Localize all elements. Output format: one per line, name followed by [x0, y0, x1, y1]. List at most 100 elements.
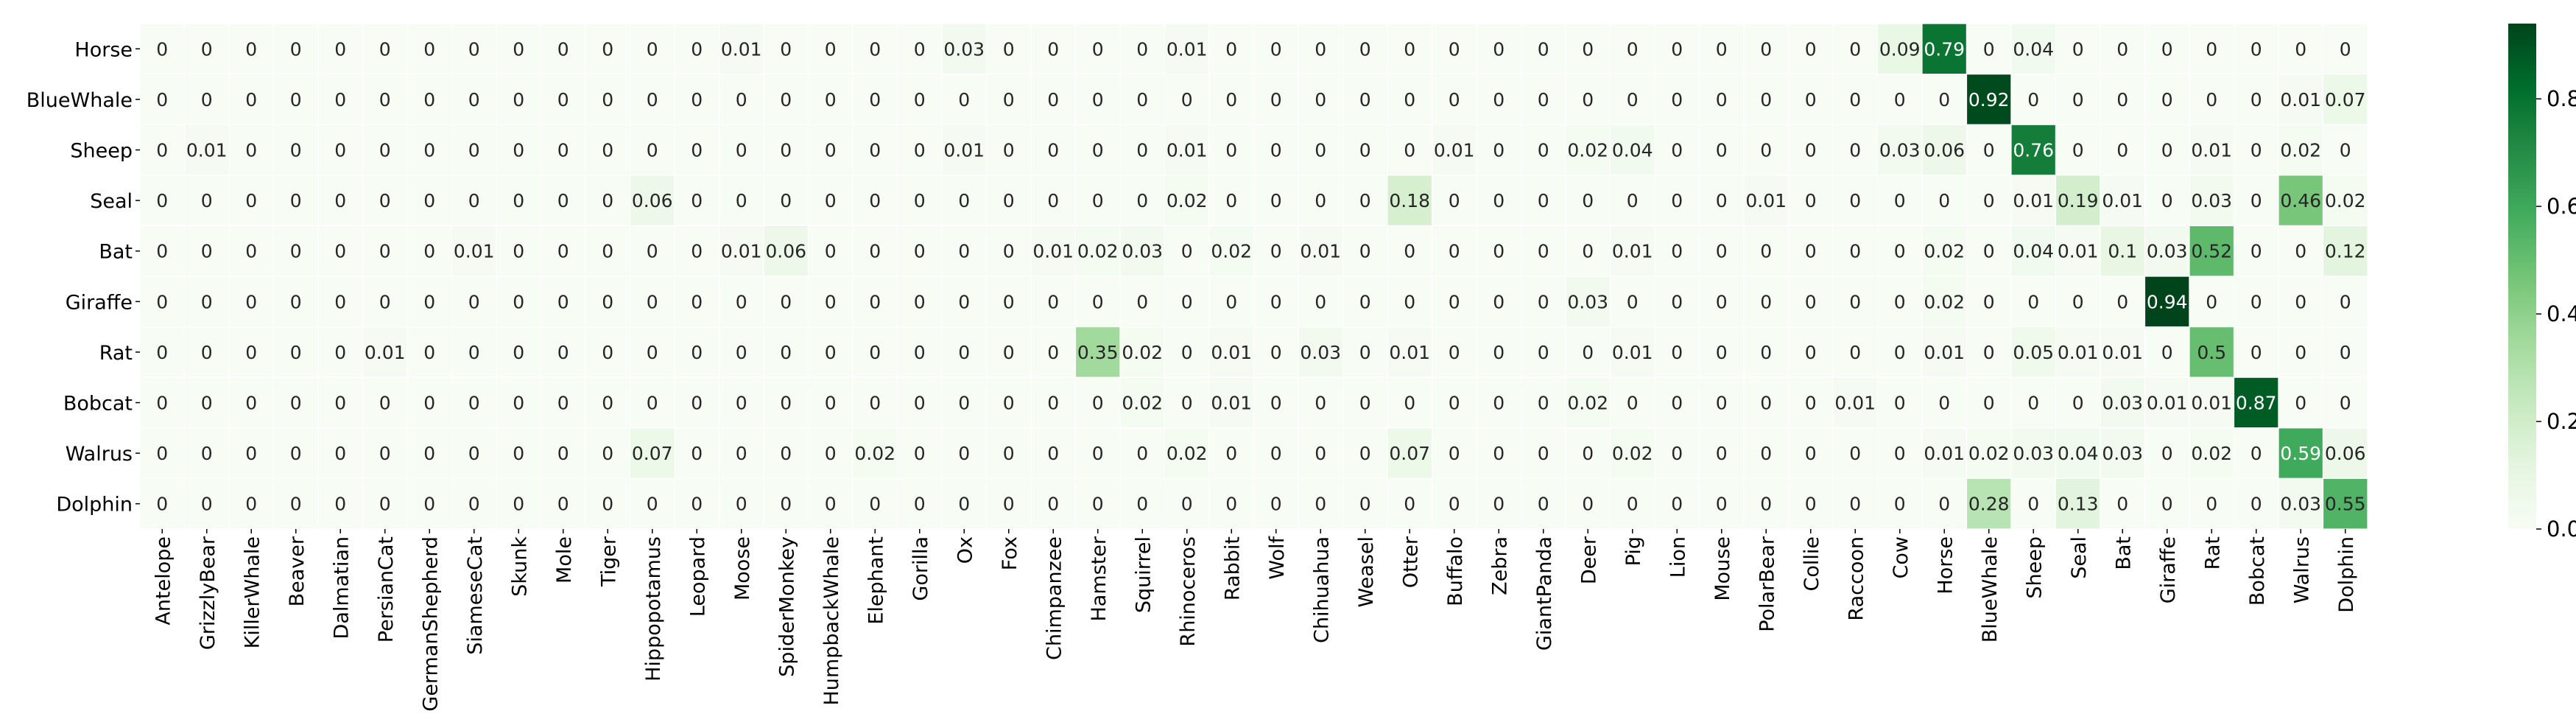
cell-value-label: 0 [156, 140, 168, 161]
heatmap-cell [1342, 175, 1388, 227]
column-label: Buffalo [1444, 536, 1467, 606]
cell-value-label: 0 [1225, 140, 1237, 161]
cell-value-label: 0.07 [2325, 89, 2366, 111]
cell-value-label: 0 [914, 393, 926, 414]
row-label: Rat [99, 342, 133, 365]
cell-value-label: 0 [2295, 342, 2306, 363]
heatmap-cell [1654, 477, 1700, 530]
heatmap-cell [674, 376, 720, 429]
heatmap-cell [540, 124, 586, 176]
cell-value-label: 0 [647, 342, 658, 363]
cell-value-label: 0 [1047, 393, 1059, 414]
heatmap-cell [2233, 23, 2279, 75]
cell-value-label: 0.01 [2058, 241, 2099, 262]
cell-value-label: 0 [1627, 89, 1639, 111]
cell-value-label: 0 [1047, 494, 1059, 515]
heatmap-cell [540, 175, 586, 227]
heatmap-cell [941, 23, 988, 75]
cell-value-label: 0 [334, 342, 346, 363]
column-label: PersianCat [375, 536, 398, 642]
cell-value-label: 0 [1270, 494, 1282, 515]
heatmap-cell [718, 276, 764, 328]
heatmap-cell [1208, 175, 1255, 227]
heatmap-cell [1074, 175, 1121, 227]
heatmap-cell [1387, 23, 1433, 75]
heatmap-cell [1787, 124, 1834, 176]
cell-value-label: 0 [869, 38, 881, 60]
cell-value-label: 0 [1404, 140, 1415, 161]
cell-value-label: 0 [691, 38, 703, 60]
cell-value-label: 0 [2161, 342, 2173, 363]
cell-value-label: 0.01 [1924, 443, 1965, 464]
cell-value-label: 0 [245, 393, 257, 414]
heatmap-cell [2010, 477, 2057, 530]
cell-value-label: 0 [201, 291, 213, 312]
cell-value-label: 0.01 [1924, 342, 1965, 363]
heatmap-cell [1476, 427, 1522, 479]
heatmap-cell [718, 326, 764, 378]
cell-value-label: 0 [2072, 140, 2084, 161]
heatmap-cell [1876, 225, 1923, 277]
heatmap-cell [139, 175, 186, 227]
heatmap-cell [2100, 376, 2146, 429]
cell-value-label: 0 [334, 89, 346, 111]
cell-value-label: 0 [245, 494, 257, 515]
cell-value-label: 0 [914, 190, 926, 211]
cell-value-label: 0 [914, 241, 926, 262]
cell-value-label: 0 [691, 291, 703, 312]
cell-value-label: 0 [2116, 291, 2128, 312]
cell-value-label: 0 [1627, 291, 1639, 312]
cell-value-label: 0 [1716, 140, 1728, 161]
cell-value-label: 0 [691, 241, 703, 262]
heatmap-cell [228, 376, 275, 429]
heatmap-cell [496, 427, 542, 479]
cell-value-label: 0 [780, 190, 792, 211]
heatmap-cell [2010, 376, 2057, 429]
cell-value-label: 0.02 [2280, 140, 2321, 161]
heatmap-cell [451, 276, 497, 328]
cell-value-label: 0.52 [2191, 241, 2232, 262]
heatmap-cell [1698, 225, 1745, 277]
heatmap-cell [629, 477, 675, 530]
cell-value-label: 0 [1983, 241, 1995, 262]
cell-value-label: 0 [1359, 291, 1371, 312]
heatmap-cell [1832, 376, 1879, 429]
heatmap-cell [1298, 23, 1344, 75]
cell-value-label: 0 [825, 190, 837, 211]
cell-value-label: 0 [602, 342, 613, 363]
heatmap-cell [1208, 225, 1255, 277]
cell-value-label: 0 [1181, 89, 1193, 111]
cell-value-label: 0 [914, 443, 926, 464]
heatmap-cell [228, 326, 275, 378]
cell-value-label: 0 [423, 190, 435, 211]
cell-value-label: 0 [1627, 38, 1639, 60]
cell-value-label: 0 [780, 291, 792, 312]
heatmap-cell [2100, 175, 2146, 227]
heatmap-cell [2233, 427, 2279, 479]
cell-value-label: 0 [423, 494, 435, 515]
heatmap-cell [317, 427, 364, 479]
cell-value-label: 0 [1270, 140, 1282, 161]
heatmap-cell [1119, 326, 1166, 378]
cell-value-label: 0 [1047, 140, 1059, 161]
cell-value-label: 0 [1671, 494, 1683, 515]
cell-value-label: 0 [1805, 393, 1817, 414]
cell-value-label: 0.02 [1924, 291, 1965, 312]
heatmap-cell [896, 376, 943, 429]
cell-value-label: 0 [423, 443, 435, 464]
cell-value-label: 0 [2340, 342, 2351, 363]
cell-value-label: 0 [1627, 190, 1639, 211]
heatmap-cell [183, 376, 230, 429]
heatmap-cell [629, 124, 675, 176]
heatmap-cell [2278, 23, 2324, 75]
heatmap-cell [451, 124, 497, 176]
column-label: Collie [1801, 536, 1823, 592]
cell-value-label: 0 [2027, 89, 2039, 111]
heatmap-cell [585, 427, 631, 479]
row-label: Bobcat [63, 393, 133, 416]
column-label: Hippopotamus [642, 536, 665, 682]
cell-value-label: 0 [780, 140, 792, 161]
cell-value-label: 0 [2251, 190, 2262, 211]
heatmap-cell [1074, 124, 1121, 176]
cell-value-label: 0 [1003, 291, 1015, 312]
